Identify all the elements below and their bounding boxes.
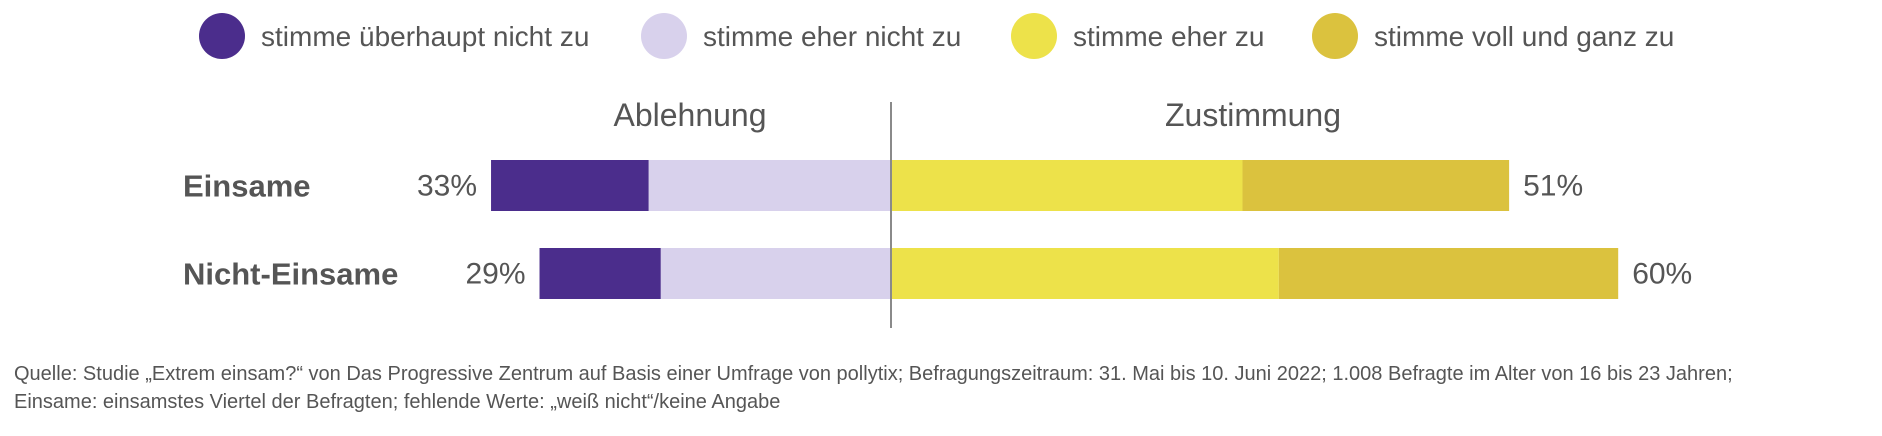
source-note-line-1: Quelle: Studie „Extrem einsam?“ von Das … bbox=[14, 363, 1733, 385]
total-positive-nicht-einsame: 60% bbox=[1632, 258, 1692, 291]
legend-label-ueberhaupt-nicht: stimme überhaupt nicht zu bbox=[261, 21, 589, 52]
bar-nicht-einsame-eher-nicht bbox=[660, 248, 891, 299]
bar-nicht-einsame-ueberhaupt-nicht bbox=[539, 248, 661, 299]
bar-einsame-eher-zu bbox=[891, 160, 1243, 211]
diverging-bar-chart: stimme überhaupt nicht zu stimme eher nic… bbox=[183, 13, 1692, 328]
legend-label-eher-zu: stimme eher zu bbox=[1073, 21, 1264, 52]
source-note: Quelle: Studie „Extrem einsam?“ von Das … bbox=[14, 360, 1874, 416]
bar-einsame-ueberhaupt-nicht bbox=[491, 160, 649, 211]
bars-group: Einsame 33% 51% Nicht-Einsame 29% 60% bbox=[183, 160, 1692, 299]
zustimmung-title: Zustimmung bbox=[1165, 97, 1341, 133]
legend-swatch-eher-zu bbox=[1011, 13, 1057, 59]
total-negative-nicht-einsame: 29% bbox=[465, 258, 525, 291]
row-label-nicht-einsame: Nicht-Einsame bbox=[183, 257, 398, 292]
total-positive-einsame: 51% bbox=[1523, 170, 1583, 203]
bar-einsame-eher-nicht bbox=[648, 160, 891, 211]
total-negative-einsame: 33% bbox=[417, 170, 477, 203]
legend-swatch-ueberhaupt-nicht bbox=[199, 13, 245, 59]
source-note-line-2: Einsame: einsamstes Viertel der Befragte… bbox=[14, 391, 781, 413]
row-label-einsame: Einsame bbox=[183, 169, 311, 204]
legend-label-voll-und-ganz: stimme voll und ganz zu bbox=[1374, 21, 1674, 52]
legend-swatch-eher-nicht bbox=[641, 13, 687, 59]
chart-legend: stimme überhaupt nicht zu stimme eher nic… bbox=[199, 13, 1674, 59]
bar-nicht-einsame-voll-und-ganz bbox=[1278, 248, 1619, 299]
ablehnung-title: Ablehnung bbox=[613, 97, 766, 133]
bar-einsame-voll-und-ganz bbox=[1242, 160, 1510, 211]
legend-swatch-voll-und-ganz bbox=[1312, 13, 1358, 59]
bar-nicht-einsame-eher-zu bbox=[891, 248, 1279, 299]
legend-label-eher-nicht: stimme eher nicht zu bbox=[703, 21, 961, 52]
